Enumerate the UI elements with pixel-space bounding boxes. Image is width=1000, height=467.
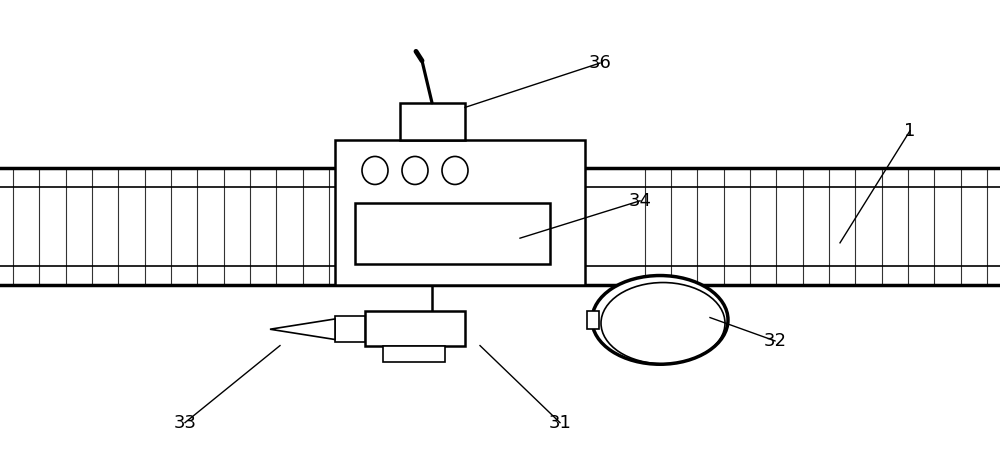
- Text: 34: 34: [629, 192, 652, 210]
- Text: 32: 32: [764, 332, 786, 350]
- Text: 31: 31: [549, 414, 571, 432]
- Text: 1: 1: [904, 122, 916, 140]
- Bar: [335, 140, 585, 285]
- Bar: [365, 311, 465, 346]
- Ellipse shape: [402, 156, 428, 184]
- Text: 33: 33: [174, 414, 196, 432]
- Bar: [355, 203, 550, 264]
- Ellipse shape: [442, 156, 468, 184]
- Bar: [383, 346, 445, 362]
- Polygon shape: [270, 319, 335, 340]
- Text: 36: 36: [589, 54, 611, 72]
- Bar: [587, 311, 599, 329]
- Bar: [335, 316, 365, 342]
- Bar: [400, 103, 465, 140]
- Ellipse shape: [362, 156, 388, 184]
- Ellipse shape: [592, 276, 728, 364]
